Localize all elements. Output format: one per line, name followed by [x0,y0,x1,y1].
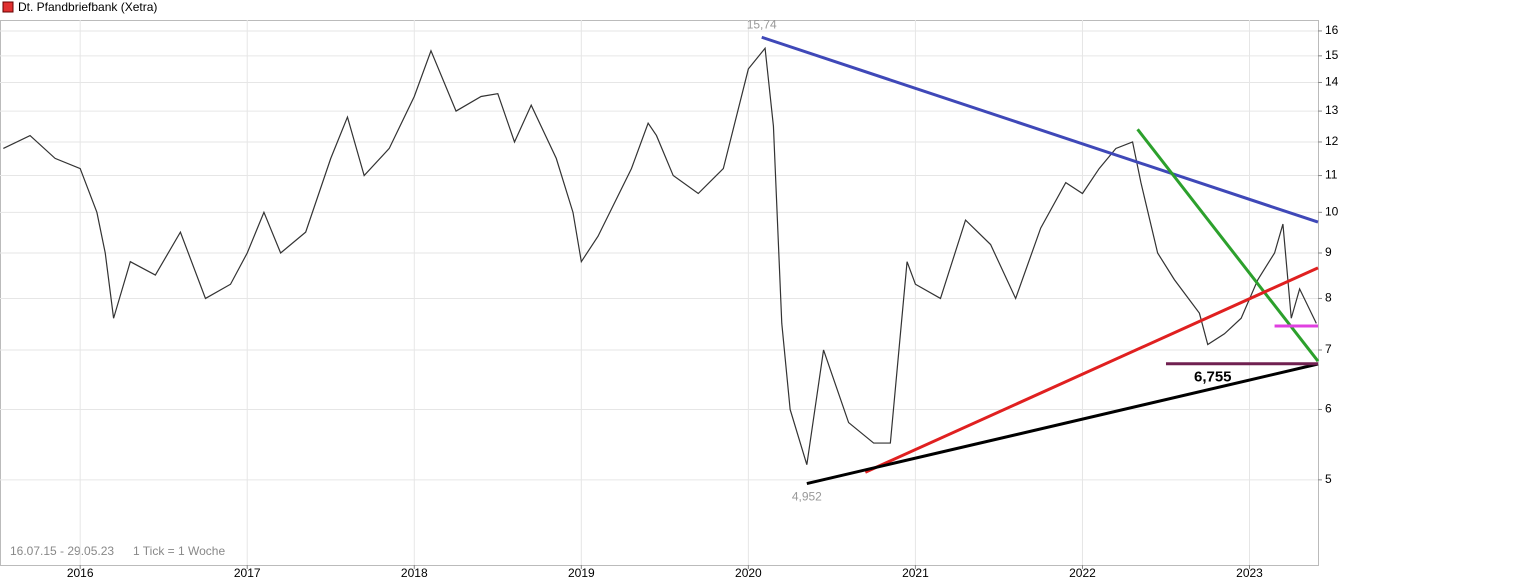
x-tick-label: 2018 [401,566,428,580]
y-tick-label: 11 [1325,168,1338,182]
trend-line [864,266,1319,474]
y-tick-label: 8 [1325,291,1332,305]
title-icon [2,1,14,13]
trend-line [806,362,1319,486]
x-tick-label: 2019 [568,566,595,580]
trend-line [1136,128,1320,363]
y-tick-label: 10 [1325,205,1339,219]
y-tick-label: 9 [1325,245,1332,259]
range-label: 16.07.15 - 29.05.23 [10,544,114,558]
y-tick-label: 14 [1325,75,1339,89]
x-tick-label: 2023 [1236,566,1263,580]
annotation: 15,74 [747,17,777,31]
annotation: 6,755 [1194,369,1232,386]
y-tick-label: 6 [1325,402,1332,416]
y-tick-label: 15 [1325,48,1339,62]
x-tick-label: 2020 [735,566,762,580]
plot-frame [0,20,1319,566]
y-tick-label: 5 [1325,472,1332,486]
y-tick-label: 12 [1325,134,1339,148]
x-tick-label: 2016 [67,566,94,580]
x-tick-label: 2022 [1069,566,1096,580]
y-tick-label: 7 [1325,342,1332,356]
annotation: 4,952 [792,490,822,504]
x-tick-label: 2021 [902,566,929,580]
trend-line [761,35,1319,224]
chart-title: Dt. Pfandbriefbank (Xetra) [18,0,157,14]
y-tick-label: 16 [1325,23,1339,37]
y-tick-label: 13 [1325,103,1339,117]
price-line [3,46,1317,465]
x-tick-label: 2017 [234,566,261,580]
tick-label: 1 Tick = 1 Woche [133,544,225,558]
